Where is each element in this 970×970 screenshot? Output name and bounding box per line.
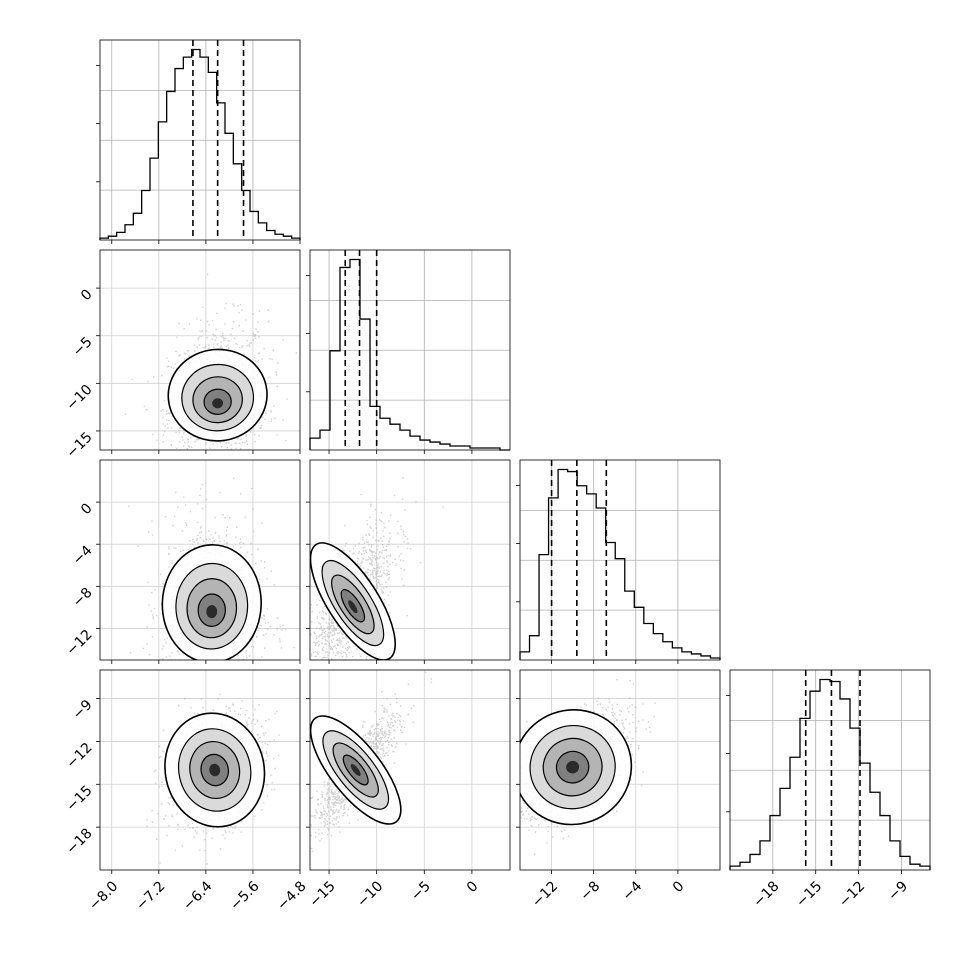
x-tick-label: −4.8 — [274, 878, 309, 913]
panel-content — [310, 670, 510, 870]
x-tick-label: −6.4 — [180, 878, 215, 913]
axes-frame — [309, 249, 511, 451]
histogram-step-line — [99, 48, 301, 240]
y-tick-label: −18 — [63, 825, 95, 857]
x-tick-label: −15 — [793, 878, 825, 910]
density-contour-4 — [350, 764, 361, 776]
x-tick-label: 0 — [670, 878, 688, 896]
axes-frame — [99, 459, 301, 661]
density-contour-4 — [348, 600, 358, 614]
histogram-step-line — [309, 258, 510, 451]
density-contour-4 — [212, 398, 224, 409]
y-tick-label: 0 — [78, 286, 96, 304]
scatter-panel-1-2 — [306, 459, 511, 664]
x-tick-label: −8.0 — [86, 878, 121, 913]
y-tick-label: −9 — [70, 697, 96, 723]
panel-content — [310, 460, 510, 660]
x-tick-label: −18 — [750, 878, 782, 910]
histogram-step-line — [729, 678, 931, 870]
x-tick-label: −4 — [620, 878, 646, 904]
panel-content — [520, 670, 720, 870]
x-tick-label: 0 — [464, 878, 482, 896]
y-tick-label: −8 — [70, 585, 96, 611]
y-tick-label: −15 — [63, 429, 95, 461]
panel-content — [100, 250, 300, 450]
axes-frame — [519, 669, 721, 871]
y-tick-label: −12 — [63, 627, 95, 659]
y-tick-label: −4 — [70, 542, 96, 568]
axes-frame — [309, 669, 511, 871]
x-tick-label: −8 — [577, 878, 603, 904]
x-tick-label: −12 — [529, 878, 561, 910]
x-tick-label: −5 — [408, 878, 434, 904]
x-tick-label: −7.2 — [133, 878, 168, 913]
axes-frame — [99, 249, 301, 451]
y-tick-label: −12 — [63, 740, 95, 772]
histogram-panel-2 — [516, 459, 721, 664]
scatter-panel-0-3 — [96, 669, 301, 874]
y-tick-label: −5 — [70, 334, 96, 360]
scatter-panel-0-2 — [96, 459, 301, 664]
axes-frame — [99, 669, 301, 871]
x-tick-label: −12 — [836, 878, 868, 910]
histogram-step-line — [519, 468, 721, 660]
density-contour-4 — [209, 763, 221, 777]
x-tick-label: −10 — [354, 878, 386, 910]
axes-frame — [519, 459, 721, 661]
scatter-panel-0-1 — [96, 249, 301, 454]
histogram-panel-0 — [96, 39, 301, 244]
panel-content — [100, 670, 300, 870]
histogram-panel-3 — [726, 669, 931, 874]
histogram-panel-1 — [306, 249, 511, 454]
x-tick-label: −5.6 — [227, 878, 262, 913]
axes-frame — [309, 459, 511, 661]
scatter-panel-2-3 — [516, 669, 721, 874]
y-tick-label: 0 — [78, 500, 96, 518]
scatter-points — [310, 477, 444, 660]
panel-content — [100, 460, 300, 660]
scatter-points — [520, 679, 656, 855]
y-tick-label: −10 — [63, 382, 95, 414]
y-tick-label: −15 — [63, 783, 95, 815]
axes-frame — [729, 669, 931, 871]
density-contour-4 — [206, 605, 218, 619]
x-tick-label: −15 — [306, 878, 338, 910]
density-contour-4 — [566, 760, 580, 774]
scatter-panel-1-3 — [306, 669, 511, 874]
x-tick-label: −9 — [885, 878, 911, 904]
axes-frame — [99, 39, 301, 241]
